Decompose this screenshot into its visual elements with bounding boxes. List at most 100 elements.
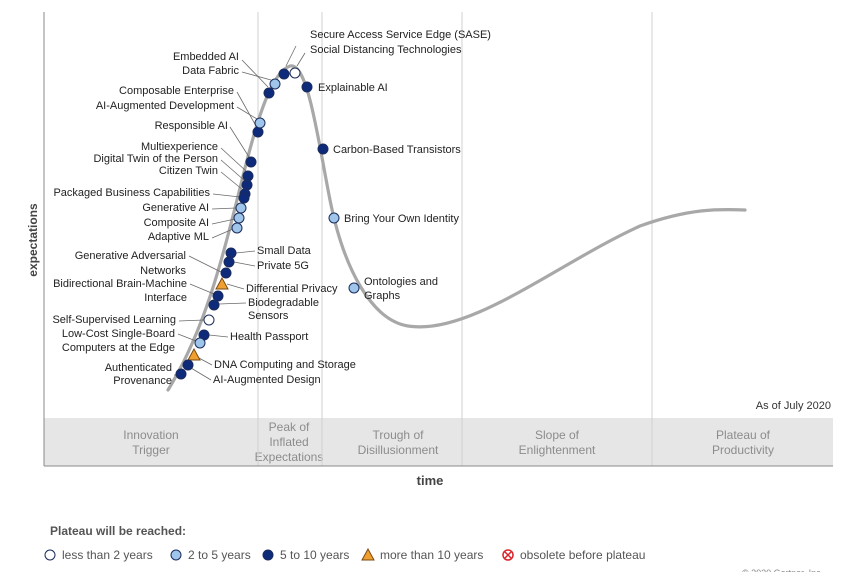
circle-marker <box>223 256 235 268</box>
technology-item: Biodegradable Sensors <box>208 297 319 322</box>
circle-marker <box>289 67 301 79</box>
technology-item: Digital Twin of the Person <box>93 153 253 191</box>
technology-item: Small Data <box>225 245 312 259</box>
technology-label-line: Bidirectional Brain-Machine <box>53 278 187 290</box>
legend-label: 2 to 5 years <box>188 548 251 562</box>
technology-item: Generative Adversarial Networks <box>75 250 232 279</box>
technology-label-line: Generative Adversarial <box>75 250 186 262</box>
hype-curve <box>166 64 747 392</box>
leader-line <box>220 147 247 172</box>
circle-marker <box>317 143 329 155</box>
technology-label: AI-Augmented Design <box>213 374 321 386</box>
technology-label: Citizen Twin <box>159 165 218 177</box>
leader-line <box>233 261 256 267</box>
technology-item: Self-Supervised Learning <box>52 314 215 326</box>
phase-label-line: Expectations <box>255 450 324 464</box>
circle-marker <box>301 81 313 93</box>
technology-item: Bring Your Own Identity <box>328 212 459 225</box>
phase-label-line: Disillusionment <box>358 443 439 457</box>
technology-label: Multiexperience <box>141 141 218 153</box>
technology-item: Ontologies and Graphs <box>348 276 438 302</box>
technology-item: Generative AI <box>142 202 247 214</box>
circle-marker <box>238 192 250 204</box>
technology-item: Responsible AI <box>155 120 257 168</box>
leader-line <box>241 71 272 81</box>
technology-item: Differential Privacy <box>215 276 338 295</box>
technology-label-line: Graphs <box>364 290 401 302</box>
circle-marker <box>328 212 340 224</box>
technology-item: Citizen Twin <box>159 165 251 200</box>
leader-line <box>285 45 297 67</box>
legend-triangle-icon <box>361 547 375 561</box>
technology-label: Data Fabric <box>182 65 239 77</box>
technology-label: Generative AI <box>142 202 209 214</box>
phase-band-background <box>44 418 833 466</box>
legend-item: 2 to 5 years <box>170 548 251 562</box>
technology-label: Explainable AI <box>318 82 388 94</box>
technology-label-line: Low-Cost Single-Board <box>62 328 175 340</box>
technology-label: Packaged Business Capabilities <box>53 187 210 199</box>
technology-label: Low-Cost Single-Board Computers at the Ed… <box>62 328 175 354</box>
circle-marker <box>220 267 232 279</box>
circle-marker <box>231 222 243 234</box>
technology-label: Composable Enterprise <box>119 85 234 97</box>
phase-label-line: Trigger <box>132 443 170 457</box>
legend-label: more than 10 years <box>380 548 483 562</box>
technology-item: Explainable AI <box>301 81 388 94</box>
legend-circle-icon <box>262 549 274 561</box>
x-axis-label: time <box>417 473 444 488</box>
phase-label-line: Trough of <box>373 428 425 442</box>
technology-item: Multiexperience <box>141 141 254 182</box>
circle-marker <box>263 87 275 99</box>
legend-circle-icon <box>44 549 56 561</box>
leader-line <box>235 250 256 254</box>
technology-label: Embedded AI <box>173 51 239 63</box>
technology-label-line: Interface <box>144 292 187 304</box>
technology-item: AI-Augmented Development <box>96 100 266 129</box>
technology-label: Adaptive ML <box>148 231 209 243</box>
leader-line <box>236 106 258 120</box>
technology-label-line: Provenance <box>113 375 172 387</box>
phase-label-line: Peak of <box>269 420 310 434</box>
circle-marker <box>182 359 194 371</box>
technology-item: Health Passport <box>198 329 308 343</box>
leader-line <box>212 193 241 198</box>
leader-line <box>218 302 247 305</box>
leader-line <box>211 207 237 210</box>
leader-line <box>211 218 236 225</box>
circle-marker <box>254 117 266 129</box>
technology-label: Secure Access Service Edge (SASE) <box>310 29 491 41</box>
phase-label-line: Slope of <box>535 428 580 442</box>
technology-item: Low-Cost Single-Board Computers at the Ed… <box>62 328 206 354</box>
leader-line <box>211 228 234 239</box>
y-axis-label: expectations <box>26 203 40 277</box>
technology-label: Bidirectional Brain-Machine Interface <box>53 278 187 304</box>
triangle-marker <box>187 347 201 361</box>
technology-item: Bidirectional Brain-Machine Interface <box>53 278 224 304</box>
technology-label: Generative Adversarial Networks <box>75 250 187 277</box>
circle-marker <box>241 179 253 191</box>
technology-label: Health Passport <box>230 331 308 343</box>
circle-marker <box>235 202 247 214</box>
technology-label-line: Computers at the Edge <box>62 342 175 354</box>
as-of-date: As of July 2020 <box>756 400 831 412</box>
circle-marker <box>212 290 224 302</box>
circle-marker <box>203 314 215 326</box>
technology-label: Social Distancing Technologies <box>310 44 462 56</box>
circle-marker <box>269 78 281 90</box>
circle-marker <box>233 212 245 224</box>
technology-item: DNA Computing and Storage <box>187 347 356 371</box>
phase-label-line: Innovation <box>123 428 178 442</box>
technology-label: Carbon-Based Transistors <box>333 144 461 156</box>
triangle-marker <box>215 276 229 290</box>
circle-marker <box>175 368 187 380</box>
technology-label: AI-Augmented Development <box>96 100 234 112</box>
circle-marker <box>245 156 257 168</box>
leader-line <box>229 126 250 158</box>
legend-circle-icon <box>170 549 182 561</box>
